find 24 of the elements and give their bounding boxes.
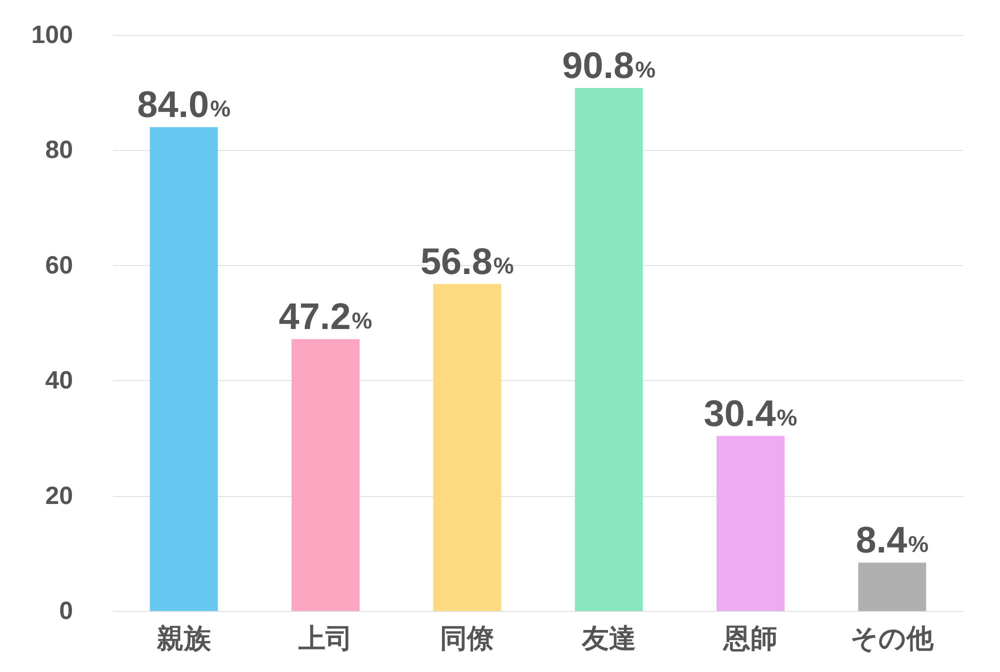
data-label: 56.8% [420, 240, 514, 282]
x-tick-label: 友達 [580, 624, 636, 654]
data-label: 30.4% [704, 392, 798, 434]
x-tick-label: 同僚 [440, 624, 496, 654]
y-tick-label: 0 [59, 597, 73, 625]
data-label: 90.8% [562, 44, 656, 86]
x-tick-label: 恩師 [722, 624, 778, 654]
data-label: 8.4% [856, 520, 929, 561]
data-label: 47.2% [278, 296, 372, 338]
bar [716, 436, 784, 611]
bar [292, 339, 360, 611]
x-tick-label: 上司 [298, 624, 352, 654]
bar [574, 88, 643, 611]
y-tick-label: 20 [45, 482, 73, 510]
y-tick-label: 60 [45, 251, 73, 280]
bar [150, 127, 218, 611]
bar [858, 562, 926, 611]
x-tick-label: 親族 [156, 624, 212, 654]
y-tick-label: 40 [45, 366, 73, 395]
y-tick-label: 100 [31, 21, 73, 49]
data-label: 84.0% [137, 84, 231, 126]
bar [433, 284, 502, 611]
x-tick-label: その他 [850, 624, 935, 654]
y-tick-label: 80 [45, 136, 73, 164]
